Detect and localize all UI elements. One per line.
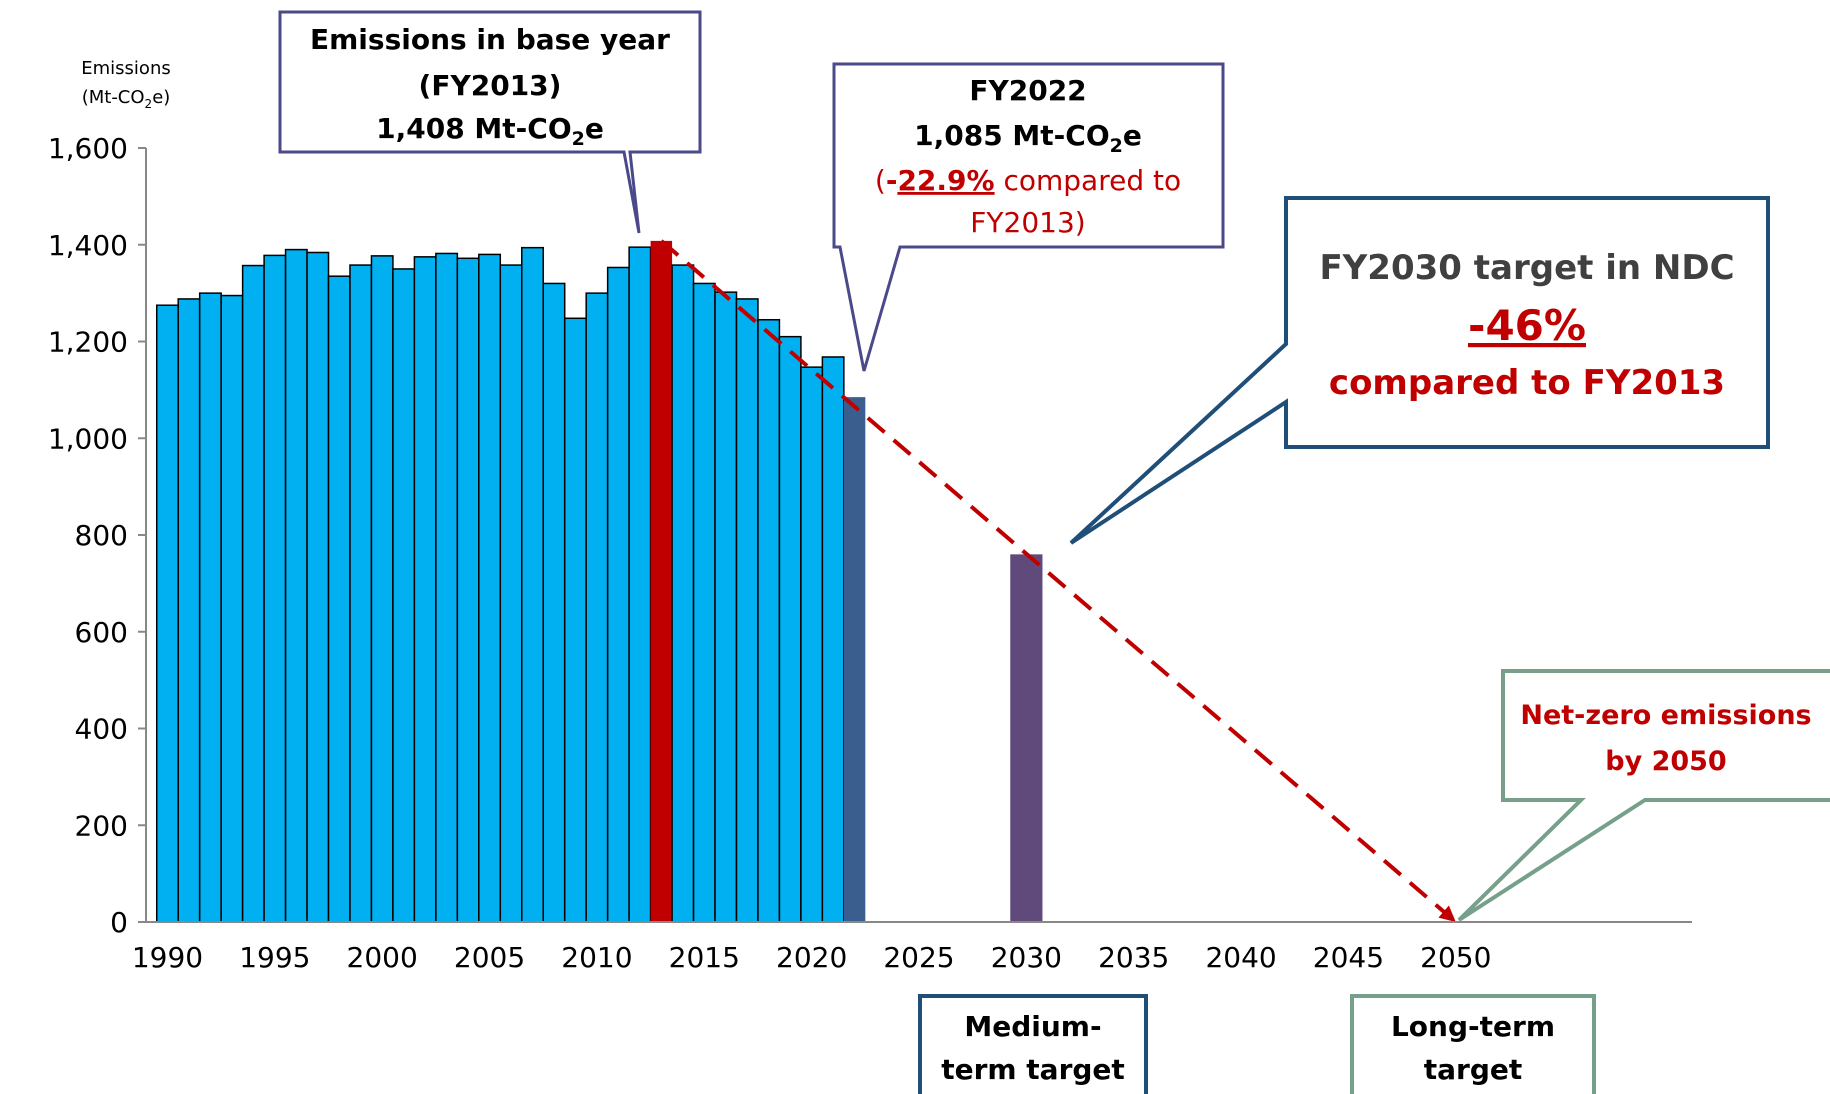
annotation: (FY2013) xyxy=(419,69,562,102)
y-axis-label: Emissions xyxy=(81,58,170,79)
x-tick-label: 2025 xyxy=(883,941,954,974)
bar xyxy=(177,298,201,923)
y-axis-unit: (Mt-CO2e) xyxy=(82,87,171,111)
bar xyxy=(220,294,244,923)
arrow-head xyxy=(1438,905,1456,922)
bar xyxy=(714,291,738,923)
annotation: 1,085 Mt-CO2e xyxy=(914,119,1142,157)
text: 1,085 Mt-CO xyxy=(914,119,1110,152)
x-tick-label: 2040 xyxy=(1205,941,1276,974)
bar xyxy=(585,292,609,923)
annotation: Net-zero emissions xyxy=(1520,700,1811,731)
text: 2 xyxy=(1110,135,1123,157)
annotation: Emissions in base year xyxy=(310,23,670,56)
y-tick-label: 200 xyxy=(75,809,128,842)
x-tick-label: 2000 xyxy=(347,941,418,974)
annotation: 1,408 Mt-CO2e xyxy=(376,112,604,150)
y-tick-label: 1,000 xyxy=(48,422,128,455)
x-tick-label: 2010 xyxy=(561,941,632,974)
bar xyxy=(155,304,179,923)
text: e xyxy=(1123,119,1142,152)
y-tick-label: 600 xyxy=(75,616,128,649)
annotation: FY2030 target in NDC xyxy=(1319,248,1734,288)
bar xyxy=(392,268,416,923)
bar xyxy=(349,264,373,923)
y-tick-label: 0 xyxy=(110,906,128,939)
annotation: FY2022 xyxy=(969,74,1086,107)
bar xyxy=(413,256,437,923)
text: e xyxy=(585,112,604,145)
bar xyxy=(735,298,759,923)
bar xyxy=(241,264,265,923)
bar xyxy=(263,254,287,923)
y-tick-label: 400 xyxy=(75,713,128,746)
annotation: Long-term xyxy=(1391,1010,1555,1043)
bar xyxy=(306,251,330,923)
annotation: FY2013) xyxy=(970,206,1085,239)
plot: 0 200 400 600 800 1,000 1,200 1,400 1,600 1990 199… xyxy=(48,132,1692,974)
bar xyxy=(757,318,781,923)
bar xyxy=(821,356,845,923)
bar xyxy=(650,240,673,922)
x-tick-label: 2030 xyxy=(991,941,1062,974)
bar xyxy=(563,317,587,923)
bar xyxy=(521,246,544,923)
y-tick-label: 1,200 xyxy=(48,326,128,359)
bar xyxy=(778,335,802,923)
target-box xyxy=(1350,994,1596,1094)
bar xyxy=(542,282,566,923)
bar xyxy=(499,264,523,923)
bar xyxy=(1010,554,1043,922)
bar xyxy=(478,253,502,923)
text: e) xyxy=(152,87,170,108)
bar xyxy=(327,275,351,923)
text: (Mt-CO xyxy=(82,87,145,108)
bar xyxy=(800,366,824,923)
bar xyxy=(435,252,459,923)
y-tick-label: 1,400 xyxy=(48,229,128,262)
annotation: target xyxy=(1424,1053,1523,1086)
annotation: term target xyxy=(941,1053,1125,1086)
x-tick-label: 2015 xyxy=(669,941,740,974)
y-tick-label: 800 xyxy=(75,519,128,552)
x-tick-label: 2050 xyxy=(1420,941,1491,974)
annotation: by 2050 xyxy=(1605,746,1726,777)
text: - xyxy=(886,164,898,197)
text: 1,408 Mt-CO xyxy=(376,112,572,145)
text: ( xyxy=(875,164,886,197)
text: 2 xyxy=(145,97,153,111)
callout-box xyxy=(1457,669,1830,922)
x-tick-label: 2045 xyxy=(1313,941,1384,974)
x-tick-label: 1995 xyxy=(239,941,310,974)
x-tick-label: 2005 xyxy=(454,941,525,974)
callout-box xyxy=(278,10,702,234)
y-tick-label: 1,600 xyxy=(48,132,128,165)
bar xyxy=(606,266,630,923)
callout-box xyxy=(832,62,1225,372)
bar xyxy=(692,282,716,923)
text: 2 xyxy=(572,128,585,150)
bar xyxy=(284,248,308,923)
annotation: Medium- xyxy=(964,1010,1101,1043)
x-tick-label: 2020 xyxy=(776,941,847,974)
callout-box xyxy=(1069,196,1770,545)
annotation: compared to FY2013 xyxy=(1329,363,1725,403)
annotation: (-22.9% compared to xyxy=(875,164,1181,197)
bar xyxy=(456,257,480,923)
bar xyxy=(671,264,695,923)
text: 22.9% xyxy=(897,164,994,197)
bar xyxy=(370,255,394,923)
target-box xyxy=(918,994,1148,1094)
bar xyxy=(843,397,866,923)
text: compared to xyxy=(995,164,1182,197)
trend-line xyxy=(660,239,1458,924)
x-tick-label: 1990 xyxy=(132,941,203,974)
x-tick-label: 2035 xyxy=(1098,941,1169,974)
annotation: -46% xyxy=(1468,301,1586,350)
bar xyxy=(198,292,222,923)
bar xyxy=(628,246,652,923)
